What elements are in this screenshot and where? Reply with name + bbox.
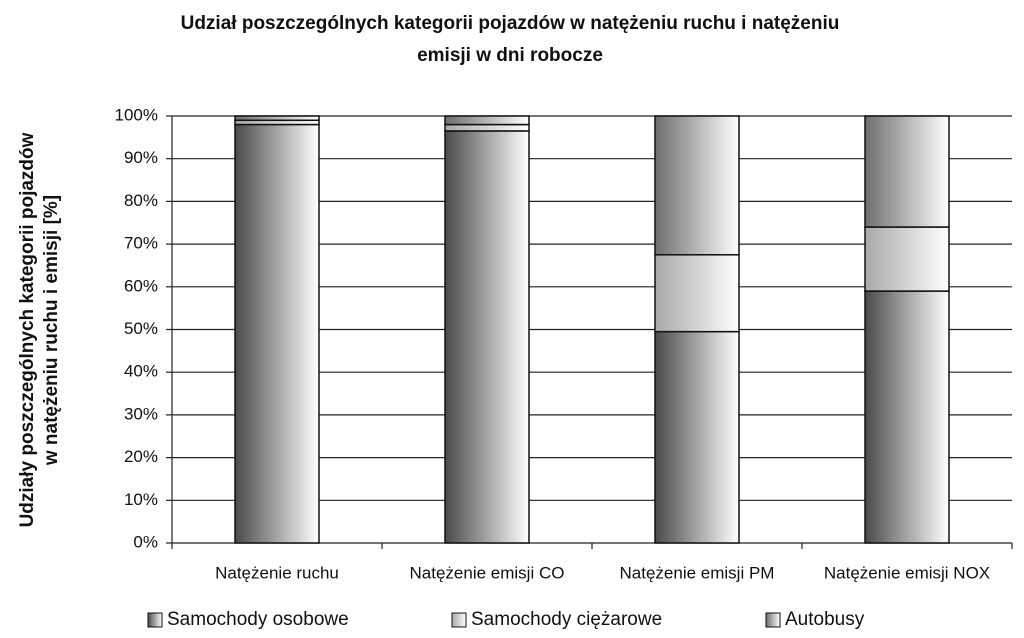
- legend-swatch: [147, 612, 163, 628]
- y-label-line: w natężeniu ruchu i emisji [%]: [41, 195, 62, 466]
- bar-segment: [444, 123, 530, 132]
- bar-segment: [864, 115, 950, 228]
- y-tick-label: 90%: [124, 148, 158, 167]
- legend-label: Samochody osobowe: [167, 609, 349, 630]
- x-tick-label: Natężenie emisji PM: [620, 563, 775, 582]
- y-tick-label: 30%: [124, 404, 158, 423]
- y-label-line: Udziały poszczególnych kategorii pojazdó…: [17, 132, 38, 527]
- bar-segment: [444, 130, 530, 544]
- bar-segment: [654, 254, 740, 333]
- bar-segment: [234, 123, 320, 544]
- bar-segment: [444, 115, 530, 126]
- legend-label: Autobusy: [785, 609, 865, 630]
- y-tick-label: 40%: [124, 362, 158, 381]
- y-tick-label: 50%: [124, 319, 158, 338]
- x-tick-label: Natężenie emisji NOX: [824, 563, 990, 582]
- y-tick-label: 100%: [115, 105, 158, 124]
- y-tick-label: 0%: [133, 532, 158, 551]
- x-tick-label: Natężenie emisji CO: [410, 563, 565, 582]
- bar-segment: [654, 115, 740, 256]
- bar-segment: [864, 226, 950, 292]
- y-label: Udziały poszczególnych kategorii pojazdó…: [17, 132, 62, 527]
- y-tick-label: 20%: [124, 447, 158, 466]
- y-tick-label: 70%: [124, 234, 158, 253]
- x-tick-label: Natężenie ruchu: [215, 563, 339, 582]
- chart-title: Udział poszczególnych kategorii pojazdów…: [181, 13, 840, 34]
- y-tick-label: 10%: [124, 490, 158, 509]
- chart-title: emisji w dni robocze: [417, 45, 603, 66]
- bar-segment: [864, 290, 950, 544]
- legend-swatch: [451, 612, 467, 628]
- y-tick-label: 60%: [124, 276, 158, 295]
- bar-segment: [234, 115, 320, 122]
- legend-label: Samochody ciężarowe: [471, 609, 662, 630]
- y-tick-label: 80%: [124, 191, 158, 210]
- legend-swatch: [765, 612, 781, 628]
- bar-segment: [654, 330, 740, 544]
